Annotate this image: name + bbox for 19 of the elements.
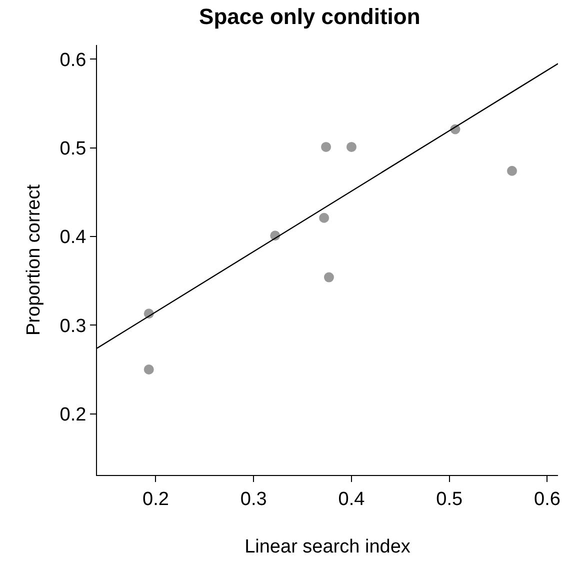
x-axis-title: Linear search index: [244, 536, 411, 558]
y-tick-label: 0.3: [60, 316, 86, 337]
y-tick-label: 0.4: [60, 227, 87, 248]
point: [321, 142, 332, 152]
point: [346, 142, 356, 152]
y-tick-label: 0.2: [60, 404, 86, 426]
point: [324, 272, 334, 282]
y-axis-title: Proportion correct: [24, 184, 45, 336]
x-tick-label: 0.6: [534, 488, 560, 510]
y-tick-label: 0.5: [60, 138, 86, 160]
x-tick-label: 0.3: [240, 488, 267, 510]
x-tick-label: 0.4: [338, 488, 366, 510]
point: [144, 364, 154, 374]
x-tick-label: 0.2: [142, 488, 169, 510]
x-tick-label: 0.5: [436, 488, 463, 510]
chart-title: Space only condition: [199, 4, 420, 29]
y-tick-label: 0.6: [60, 50, 86, 71]
point: [507, 166, 517, 176]
point: [319, 212, 330, 223]
